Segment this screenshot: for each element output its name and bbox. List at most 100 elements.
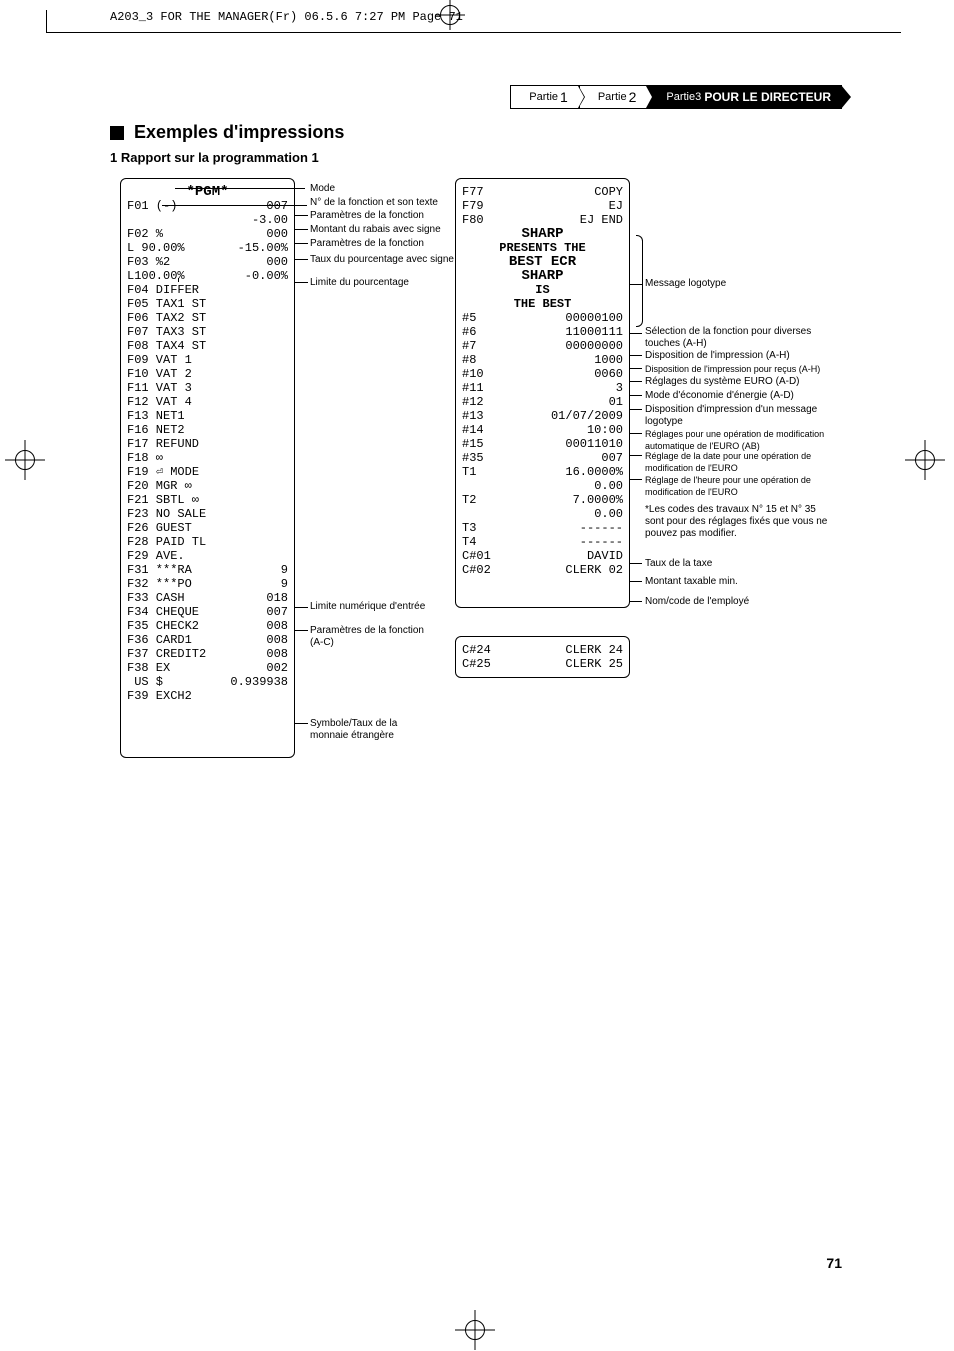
receipt-row: 0.00 [462,479,623,493]
connector [294,229,308,230]
connector [294,723,308,724]
label-mode: Mode [310,183,335,195]
crumb-label: Partie [598,89,627,105]
label-discount: Montant du rabais avec signe [310,224,441,236]
label-fn-params: Paramètres de la fonction [310,210,424,222]
receipt-row: F06 TAX2 ST [127,311,288,325]
connector [630,355,642,356]
receipt-2: F77COPYF79EJF80EJ END SHARPPRESENTS THEB… [455,178,630,608]
receipt-row: T4------ [462,535,623,549]
receipt-row: C#24CLERK 24 [462,643,623,657]
receipt-row: #700000000 [462,339,623,353]
cropmark-icon [435,0,465,30]
crumb-part1: Partie1 [510,85,579,109]
receipt-row: F10 VAT 2 [127,367,288,381]
receipt-row: F79EJ [462,199,623,213]
receipt-row: F37 CREDIT2008 [127,647,288,661]
receipt-row: F32 ***PO9 [127,577,288,591]
receipt-row: #1410:00 [462,423,623,437]
receipt-row: F07 TAX3 ST [127,325,288,339]
subheading: 1 Rapport sur la programmation 1 [110,150,319,165]
label-fn-params2: Paramètres de la fonction [310,238,424,250]
label-num-limit: Limite numérique d'entrée [310,601,425,613]
receipt-row: #500000100 [462,311,623,325]
receipt-row: C#02CLERK 02 [462,563,623,577]
crumb-part2: Partie2 [579,85,648,109]
logo-line: IS [462,283,623,297]
receipt-row: #113 [462,381,623,395]
receipt-row: F29 AVE. [127,549,288,563]
receipt-row: -3.00 [127,213,288,227]
connector [630,563,642,564]
corner-mark [46,32,901,33]
label-tax-rate: Taux de la taxe [645,558,712,570]
receipt-row: F01 (-)007 [127,199,288,213]
connector [630,601,642,602]
heading-row: Exemples d'impressions [110,122,344,143]
receipt-row: T3------ [462,521,623,535]
receipt-row: T27.0000% [462,493,623,507]
receipt-row: F17 REFUND [127,437,288,451]
label-pct-sign: Taux du pourcentage avec signe [310,254,454,266]
receipt-row: F12 VAT 4 [127,395,288,409]
connector [630,381,642,382]
receipt-row: F02 %000 [127,227,288,241]
receipt-row: F08 TAX4 ST [127,339,288,353]
receipt-row: F36 CARD1008 [127,633,288,647]
label-logotype: Message logotype [645,278,726,290]
connector [294,243,308,244]
receipt-3: C#24CLERK 24C#25CLERK 25 [455,636,630,678]
connector [630,581,642,582]
connector [294,259,308,260]
connector [630,409,642,410]
label-tax-min: Montant taxable min. [645,576,738,588]
receipt-row: F34 CHEQUE007 [127,605,288,619]
receipt-row: F31 ***RA9 [127,563,288,577]
receipt-row: F23 NO SALE [127,507,288,521]
receipt-row: F39 EXCH2 [127,689,288,703]
connector [294,630,308,631]
label-print-logo: Disposition d'impression d'un message lo… [645,404,845,428]
receipt-row: F33 CASH018 [127,591,288,605]
label-fn-params-ac: Paramètres de la fonction (A-C) [310,625,440,649]
cropmark-icon [5,440,45,480]
receipt-row: F35 CHECK2008 [127,619,288,633]
label-time-mod: Réglage de l'heure pour une opération de… [645,474,845,498]
crumb-label: Partie [666,89,695,105]
receipt-row: F09 VAT 1 [127,353,288,367]
corner-mark [46,10,59,32]
crumb-num: 3 [695,89,701,105]
receipt-row: L100.00%-0.00% [127,269,288,283]
label-print-rec: Disposition de l'impression pour reçus (… [645,363,845,375]
connector [294,215,308,216]
receipt-row: #611000111 [462,325,623,339]
receipt-row: F28 PAID TL [127,535,288,549]
logo-line: PRESENTS THE [462,241,623,255]
logo-line: SHARP [462,227,623,241]
connector [630,479,642,480]
receipt-row: US $0.939938 [127,675,288,689]
receipt-row: C#01DAVID [462,549,623,563]
crop-header: A203_3 FOR THE MANAGER(Fr) 06.5.6 7:27 P… [110,10,874,24]
receipt-row: L 90.00%-15.00% [127,241,288,255]
brace [636,235,643,327]
logo-line: THE BEST [462,297,623,311]
receipt-row: F16 NET2 [127,423,288,437]
label-print-ah: Disposition de l'impression (A-H) [645,350,835,362]
receipt-row: F03 %2000 [127,255,288,269]
crumb-part3: Partie3 POUR LE DIRECTEUR [647,85,842,109]
receipt-row: 0.00 [462,507,623,521]
crumb-num: 1 [560,89,568,105]
receipt-row: F18 ∞ [127,451,288,465]
receipt-row: #1500011010 [462,437,623,451]
logo-line: BEST ECR [462,255,623,269]
connector [630,455,642,456]
receipt-row: F04 DIFFER [127,283,288,297]
receipt-row: F38 EX002 [127,661,288,675]
logo-line: SHARP [462,269,623,283]
label-pct-limit: Limite du pourcentage [310,277,409,289]
connector [175,188,305,189]
receipt-row: F11 VAT 3 [127,381,288,395]
receipt-row: F21 SBTL ∞ [127,493,288,507]
receipt-row: F05 TAX1 ST [127,297,288,311]
